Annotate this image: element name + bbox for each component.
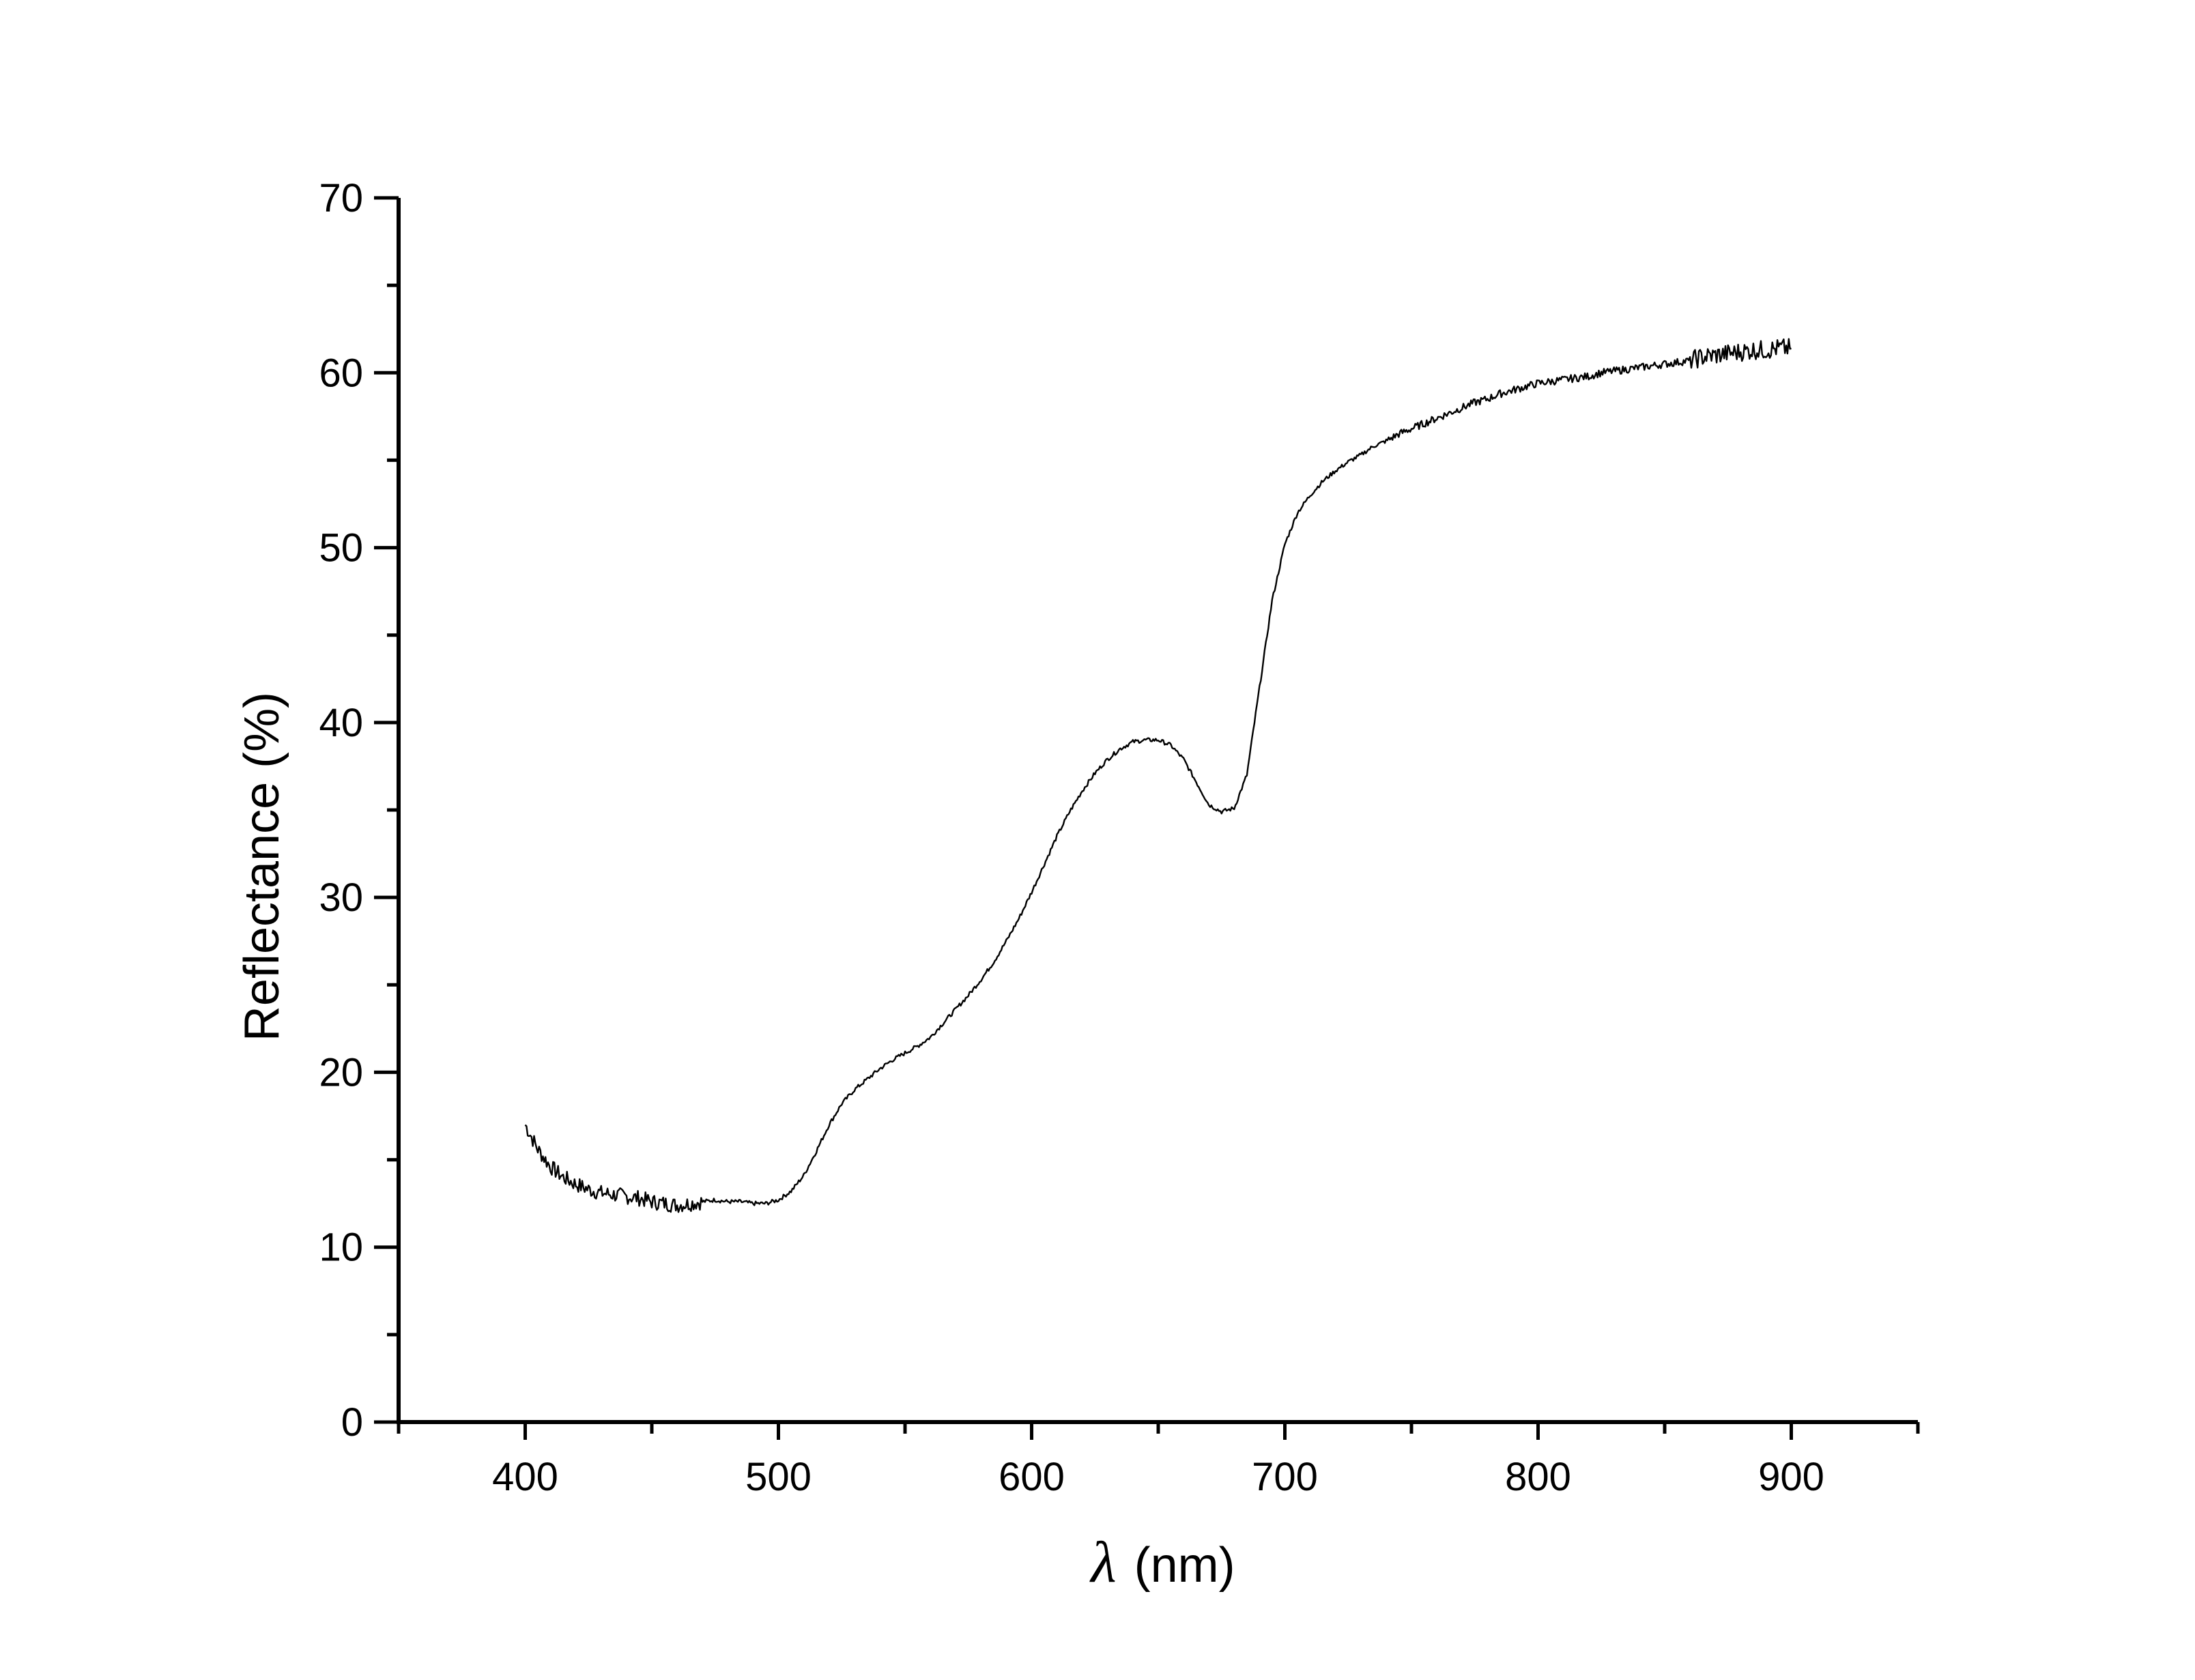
y-tick-label: 60 xyxy=(319,351,363,395)
x-tick-label: 500 xyxy=(745,1455,812,1499)
x-tick-label: 800 xyxy=(1505,1455,1571,1499)
y-ticks: 0 10 20 30 40 50 60 70 xyxy=(319,176,399,1445)
x-axis-title: λ (nm) xyxy=(1089,1529,1235,1595)
axes: 400 500 600 700 800 900 0 10 20 30 40 50 60 70 xyxy=(319,176,1920,1499)
y-tick-label: 20 xyxy=(319,1050,363,1095)
x-ticks: 400 500 600 700 800 900 xyxy=(397,1422,1920,1499)
x-tick-label: 400 xyxy=(492,1455,558,1499)
x-axis-title-symbol: λ xyxy=(1089,1529,1116,1595)
reflectance-series-line xyxy=(524,338,1792,1213)
y-tick-label: 70 xyxy=(319,176,363,220)
x-tick-label: 700 xyxy=(1252,1455,1318,1499)
y-tick-label: 0 xyxy=(341,1400,363,1445)
y-tick-label: 10 xyxy=(319,1226,363,1270)
y-axis-title: Reflectance (%) xyxy=(235,692,289,1041)
x-axis-title-unit: (nm) xyxy=(1134,1538,1235,1593)
y-tick-label: 50 xyxy=(319,526,363,570)
y-tick-label: 40 xyxy=(319,701,363,745)
x-tick-label: 900 xyxy=(1758,1455,1824,1499)
plot-area xyxy=(524,338,1792,1213)
x-tick-label: 600 xyxy=(999,1455,1065,1499)
y-tick-label: 30 xyxy=(319,875,363,920)
